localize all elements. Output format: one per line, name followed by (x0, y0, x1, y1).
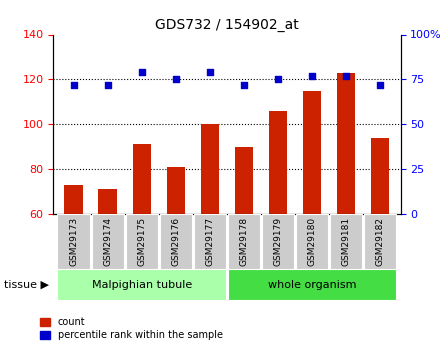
FancyBboxPatch shape (160, 214, 192, 269)
FancyBboxPatch shape (92, 214, 124, 269)
Text: tissue ▶: tissue ▶ (4, 280, 49, 289)
Bar (65, 185, 83, 214)
FancyBboxPatch shape (295, 214, 328, 269)
Bar (166, 167, 185, 214)
Text: GSM29182: GSM29182 (376, 217, 384, 266)
Point (376, 82, 384, 88)
Text: GSM29173: GSM29173 (69, 217, 78, 266)
Point (343, 73, 350, 79)
Bar (133, 144, 151, 214)
Bar (371, 138, 389, 214)
Point (172, 77, 179, 82)
FancyBboxPatch shape (364, 214, 396, 269)
FancyBboxPatch shape (228, 269, 396, 300)
Bar (303, 90, 321, 214)
Text: GSM29180: GSM29180 (307, 217, 316, 266)
Text: GSM29176: GSM29176 (171, 217, 180, 266)
FancyBboxPatch shape (228, 214, 260, 269)
Text: GSM29181: GSM29181 (342, 217, 351, 266)
Bar (337, 73, 356, 214)
Point (275, 77, 282, 82)
Title: GDS732 / 154902_at: GDS732 / 154902_at (155, 18, 299, 32)
FancyBboxPatch shape (57, 214, 90, 269)
FancyBboxPatch shape (57, 269, 226, 300)
Text: GSM29174: GSM29174 (103, 217, 112, 266)
Point (308, 73, 316, 79)
Point (70, 82, 77, 88)
FancyBboxPatch shape (330, 214, 362, 269)
Bar (201, 124, 219, 214)
Bar (269, 111, 287, 214)
Point (206, 69, 214, 75)
Point (138, 69, 146, 75)
Bar (98, 189, 117, 214)
Text: GSM29179: GSM29179 (274, 217, 283, 266)
Text: GSM29177: GSM29177 (206, 217, 214, 266)
FancyBboxPatch shape (262, 214, 294, 269)
FancyBboxPatch shape (194, 214, 226, 269)
Point (104, 82, 111, 88)
Text: GSM29178: GSM29178 (239, 217, 248, 266)
Text: GSM29175: GSM29175 (138, 217, 146, 266)
Point (240, 82, 247, 88)
Bar (235, 147, 253, 214)
Text: Malpighian tubule: Malpighian tubule (92, 280, 192, 289)
Text: whole organism: whole organism (268, 280, 356, 289)
FancyBboxPatch shape (125, 214, 158, 269)
Legend: count, percentile rank within the sample: count, percentile rank within the sample (40, 317, 223, 340)
